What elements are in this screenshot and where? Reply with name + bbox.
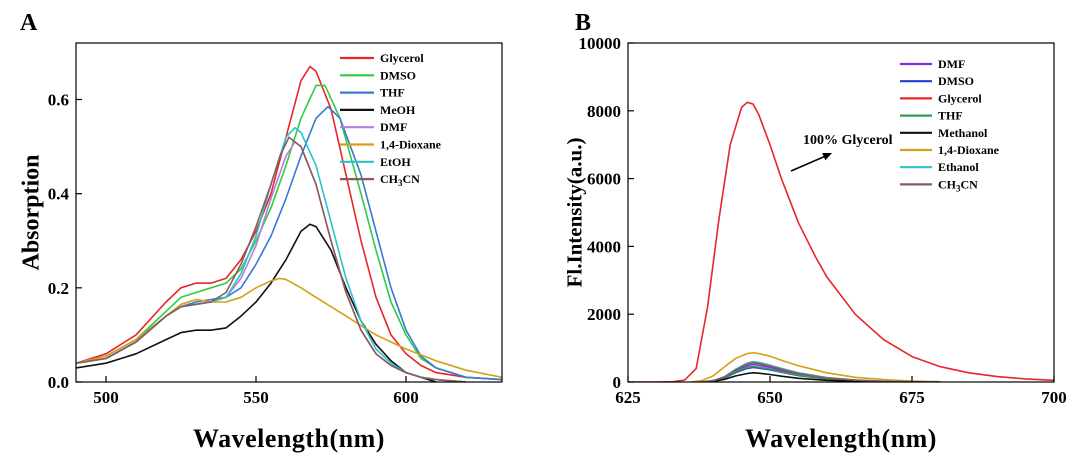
y-tick-label: 0 [613, 373, 622, 392]
legend-entry-methanol: Methanol [938, 126, 988, 140]
series-lines [76, 65, 502, 382]
legend-entry-1-4-dioxane: 1,4-Dioxane [380, 138, 442, 152]
panel-label: B [575, 10, 591, 36]
panel-label: A [20, 10, 38, 36]
series-line-ch3cn [701, 361, 941, 382]
legend-entry-1-4-dioxane: 1,4-Dioxane [938, 143, 1000, 157]
series-line-glycerol [76, 65, 502, 381]
y-axis-title: Absorption [18, 154, 44, 270]
y-tick-label: 0.6 [48, 91, 69, 110]
plot-frame [627, 42, 1055, 383]
legend-entry-dmf: DMF [380, 120, 407, 134]
x-tick-label: 600 [393, 388, 419, 407]
y-tick-label: 6000 [587, 170, 621, 189]
annotation-label: 100% Glycerol [803, 133, 893, 148]
legend-entry-ch3cn: CH3CN [938, 177, 978, 193]
legend: DMF DMSO Glycerol THF Methanol 1,4-Dioxane Eth… [900, 57, 1000, 193]
legend-entry-dmso: DMSO [380, 68, 416, 82]
series-lines [628, 101, 1054, 382]
x-tick-label: 700 [1041, 388, 1067, 407]
legend-entry-dmso: DMSO [938, 74, 974, 88]
y-tick-label: 8000 [587, 102, 621, 121]
y-tick-label: 0.0 [48, 373, 69, 392]
series-line-ch3cn [76, 136, 467, 382]
legend-entry-etoh: EtOH [380, 155, 411, 169]
y-tick-label: 0.4 [48, 185, 70, 204]
x-axis-title: Wavelength(nm) [193, 424, 385, 453]
x-tick-label: 625 [615, 388, 641, 407]
legend-entry-dmf: DMF [938, 57, 965, 71]
x-axis-title: Wavelength(nm) [745, 424, 937, 453]
y-tick-label: 2000 [587, 305, 621, 324]
y-axis-title: Fl.Intensity(a.u.) [562, 138, 586, 288]
series-line-1-4-dioxane [690, 352, 941, 382]
series-line-1-4-dioxane [76, 277, 502, 379]
plot-frame [75, 42, 503, 383]
legend-entry-thf: THF [380, 86, 405, 100]
x-tick-label: 650 [757, 388, 783, 407]
legend-entry-ch3cn: CH3CN [380, 172, 420, 188]
y-tick-label: 4000 [587, 237, 621, 256]
legend-entry-meoh: MeOH [380, 103, 416, 117]
series-line-meoh [76, 223, 437, 382]
legend-entry-ethanol: Ethanol [938, 160, 979, 174]
series-line-glycerol [628, 101, 1054, 382]
series-line-methanol [701, 372, 884, 382]
annotation-arrow-head [822, 152, 832, 161]
legend-entry-glycerol: Glycerol [380, 51, 424, 65]
y-tick-label: 10000 [579, 34, 622, 53]
annotation-arrow-shaft [790, 154, 829, 172]
x-tick-label: 675 [899, 388, 925, 407]
x-tick-label: 550 [243, 388, 269, 407]
x-tick-label: 500 [93, 388, 119, 407]
panel-b-fluorescence-chart: B 625 650 675 700 0 2000 4000 6000 8000 10000 Wavel… [562, 10, 1066, 453]
series-line-dmso [76, 84, 502, 381]
y-tick-label: 0.2 [48, 279, 69, 298]
panel-a-absorption-chart: A 500 550 600 0.0 0.2 0.4 0.6 Wavelength(nm) Abso… [18, 10, 503, 453]
legend-entry-glycerol: Glycerol [938, 91, 982, 105]
legend: Glycerol DMSO THF MeOH DMF 1,4-Dioxane EtOH CH3… [340, 51, 442, 188]
legend-entry-thf: THF [938, 109, 963, 123]
